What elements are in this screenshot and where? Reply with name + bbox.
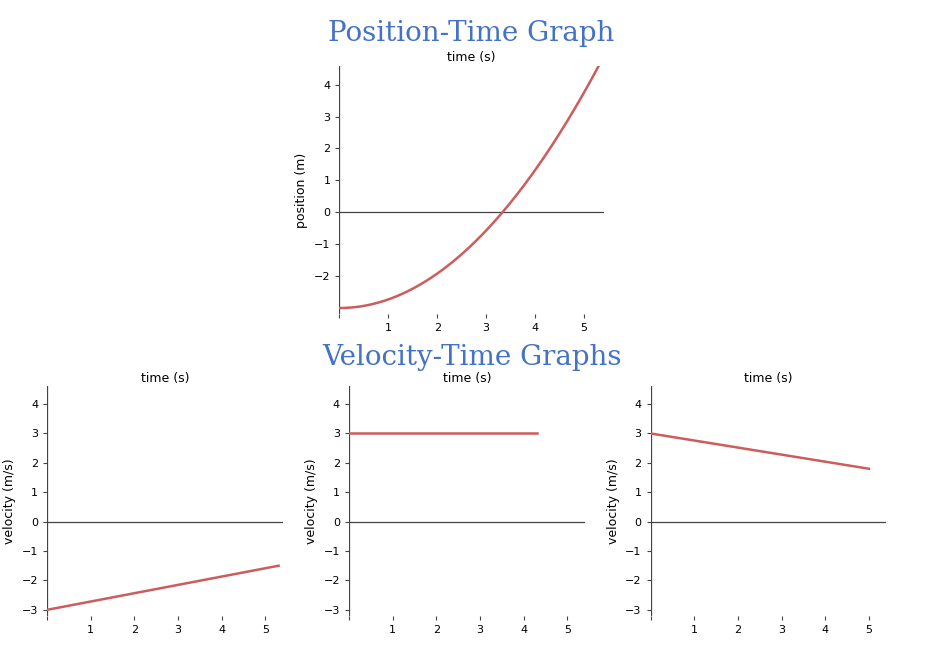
X-axis label: time (s): time (s) bbox=[744, 372, 793, 385]
X-axis label: time (s): time (s) bbox=[141, 372, 190, 385]
Y-axis label: velocity (m/s): velocity (m/s) bbox=[3, 458, 16, 544]
X-axis label: time (s): time (s) bbox=[442, 372, 491, 385]
Y-axis label: position (m): position (m) bbox=[295, 153, 308, 227]
Text: Position-Time Graph: Position-Time Graph bbox=[328, 20, 615, 47]
X-axis label: time (s): time (s) bbox=[447, 51, 496, 64]
Text: Velocity-Time Graphs: Velocity-Time Graphs bbox=[322, 344, 621, 371]
Y-axis label: velocity (m/s): velocity (m/s) bbox=[305, 458, 318, 544]
Y-axis label: velocity (m/s): velocity (m/s) bbox=[606, 458, 620, 544]
